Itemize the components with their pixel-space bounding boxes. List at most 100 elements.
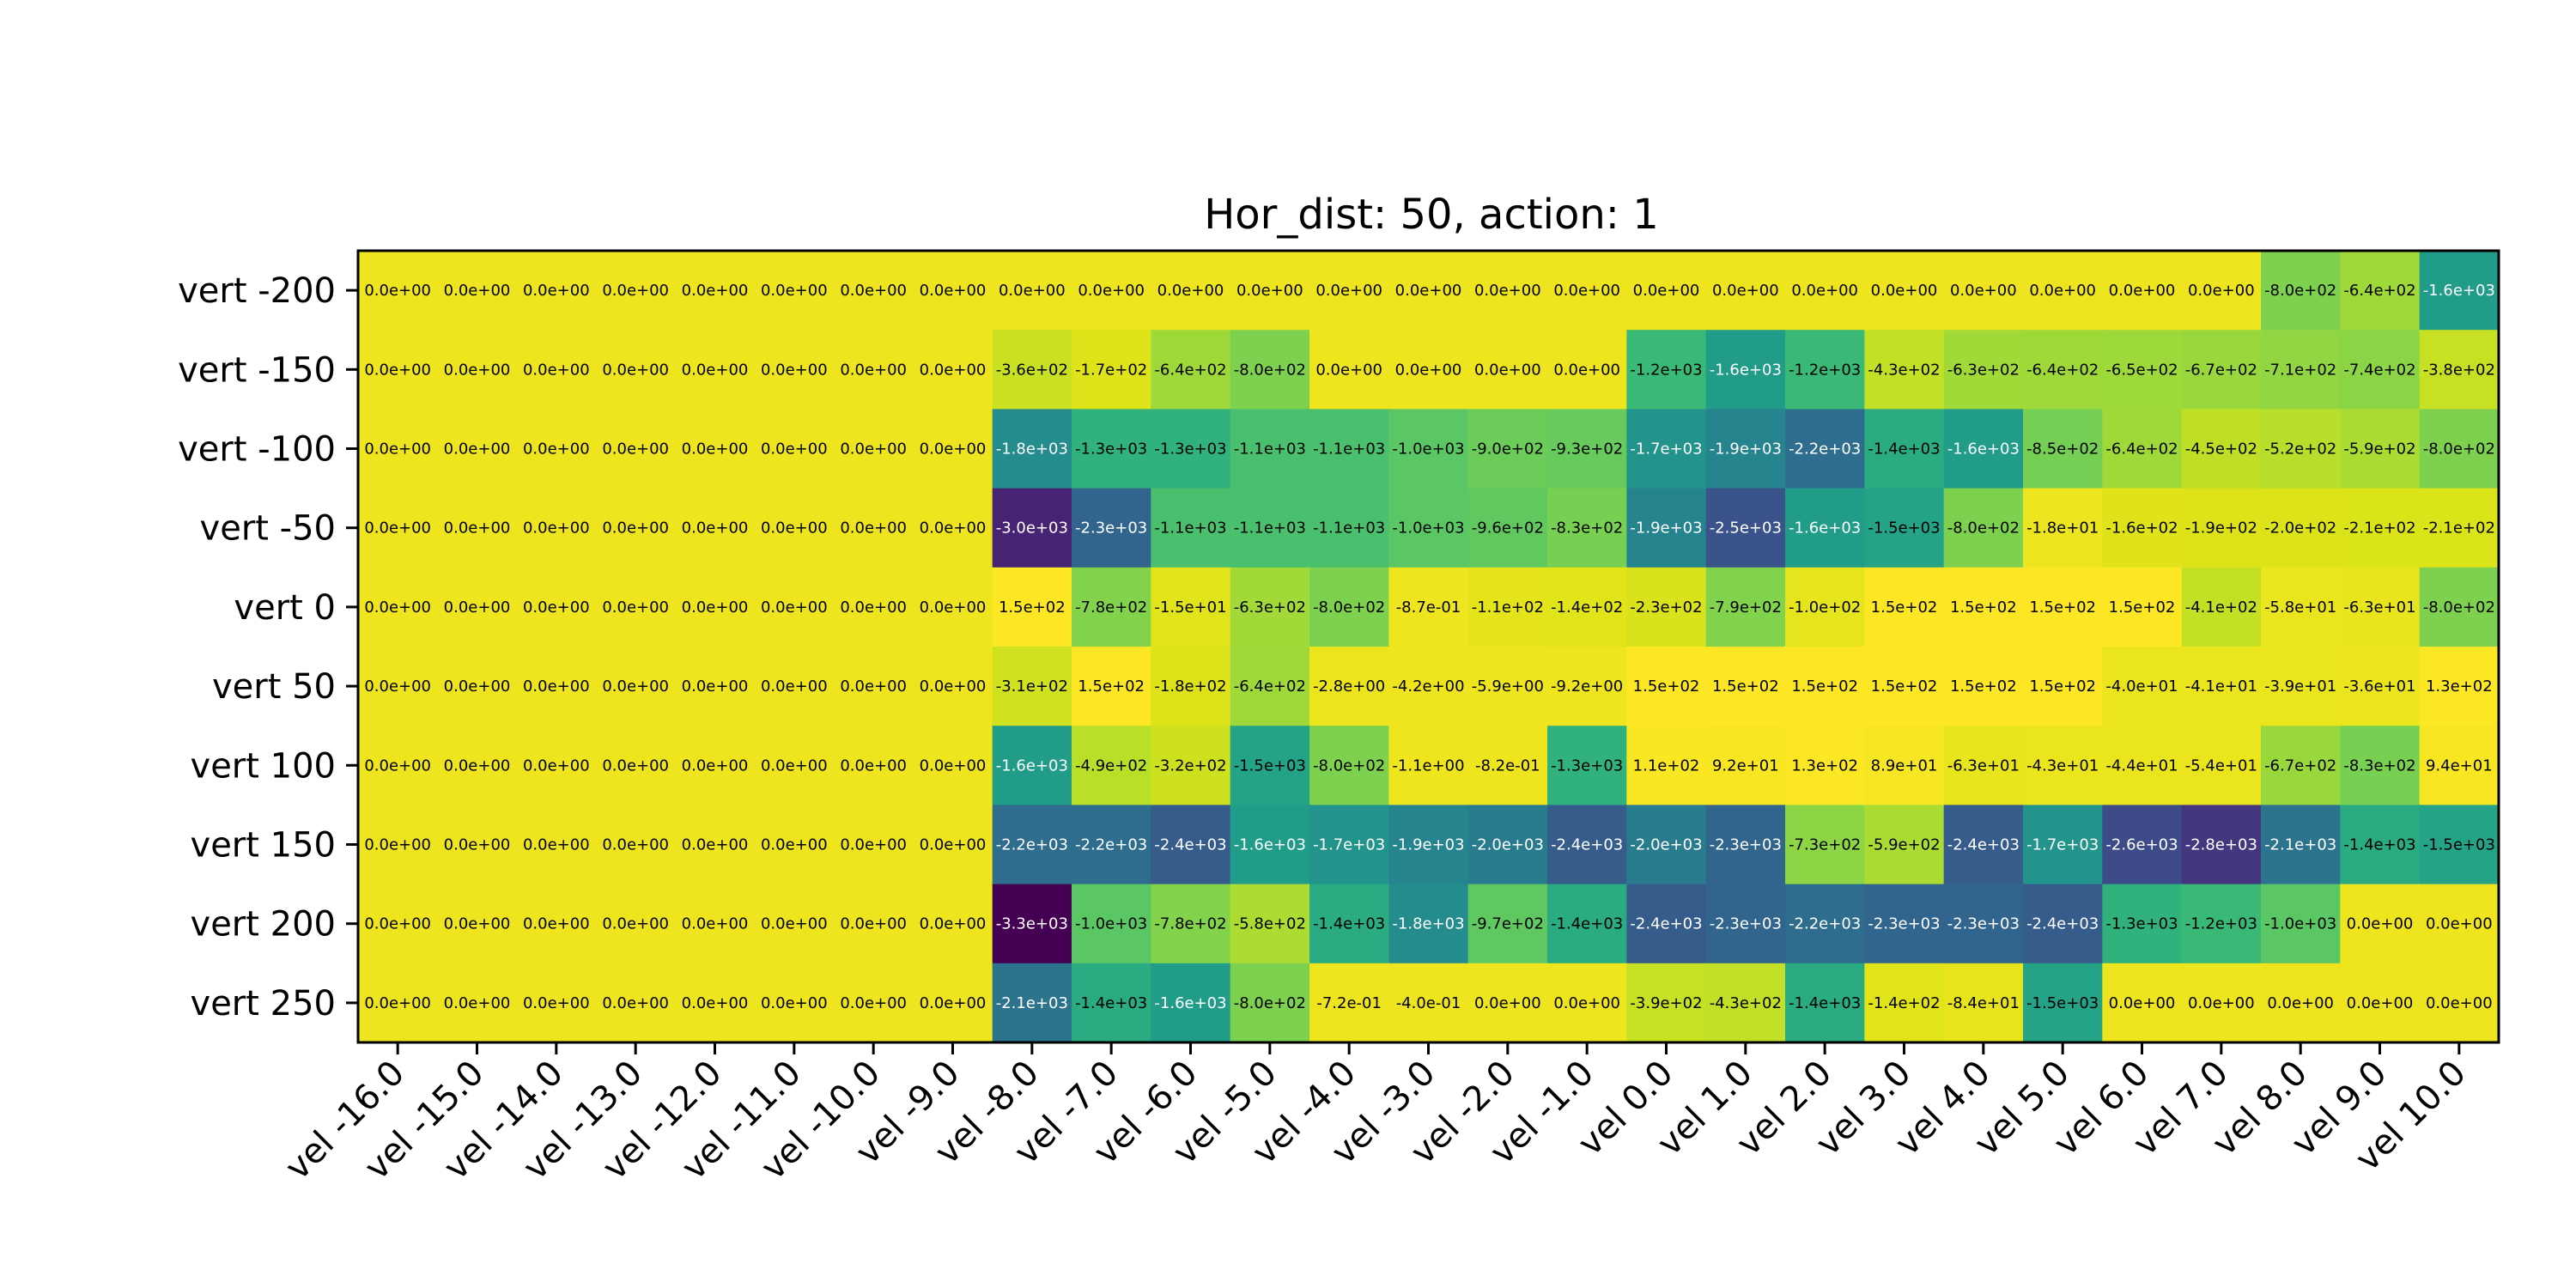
heatmap-cell — [437, 488, 518, 568]
heatmap-cell — [913, 409, 993, 489]
heatmap-cell — [437, 330, 518, 410]
heatmap-cell — [913, 567, 993, 647]
cell-value-label: 0.0e+00 — [920, 836, 987, 854]
cell-value-label: 1.5e+02 — [2029, 677, 2096, 696]
cell-value-label: -1.0e+02 — [1789, 598, 1861, 617]
heatmap-cell — [2261, 409, 2341, 489]
heatmap-cell — [2261, 567, 2341, 647]
heatmap-cell — [1705, 726, 1786, 805]
heatmap-cell — [1943, 330, 2024, 410]
heatmap-cell — [1309, 647, 1389, 726]
cell-value-label: -1.0e+03 — [1392, 440, 1464, 459]
cell-value-label: 0.0e+00 — [2347, 915, 2414, 933]
heatmap-cell — [516, 330, 597, 410]
cell-value-label: 0.0e+00 — [840, 994, 907, 1012]
heatmap-cell — [1388, 330, 1469, 410]
cell-value-label: -2.4e+03 — [1630, 915, 1702, 933]
heatmap-cell — [992, 726, 1072, 805]
heatmap-cell — [2340, 488, 2421, 568]
heatmap-cell — [1626, 726, 1707, 805]
heatmap-cell — [2102, 884, 2183, 964]
heatmap-cell — [1388, 963, 1469, 1043]
heatmap-cell — [2261, 726, 2341, 805]
heatmap-cell — [2102, 330, 2183, 410]
heatmap-cell — [1785, 251, 1865, 331]
cell-value-label: -8.0e+02 — [2423, 598, 2495, 617]
cell-value-label: -1.5e+03 — [2423, 836, 2495, 854]
cell-value-label: 0.0e+00 — [444, 915, 511, 933]
heatmap-cell — [1230, 567, 1310, 647]
cell-value-label: -1.3e+03 — [1551, 756, 1623, 775]
cell-value-label: 0.0e+00 — [364, 361, 431, 379]
heatmap-cell — [358, 488, 438, 568]
cell-value-label: -1.1e+03 — [1313, 519, 1385, 538]
heatmap-cell — [358, 963, 438, 1043]
cell-value-label: 1.5e+02 — [1871, 677, 1938, 696]
cell-value-label: 0.0e+00 — [840, 677, 907, 696]
cell-value-label: 0.0e+00 — [523, 282, 590, 300]
cell-value-label: 0.0e+00 — [364, 282, 431, 300]
heatmap-cell — [1547, 488, 1627, 568]
heatmap-cell — [1388, 567, 1469, 647]
y-tick-label: vert 0 — [234, 588, 336, 628]
heatmap-cell — [516, 726, 597, 805]
heatmap-cell — [1151, 251, 1231, 331]
heatmap-cell — [437, 726, 518, 805]
heatmap-cell — [1230, 330, 1310, 410]
cell-value-label: 0.0e+00 — [602, 282, 669, 300]
cell-value-label: -2.0e+03 — [1472, 836, 1544, 854]
heatmap-cell — [2023, 884, 2103, 964]
heatmap-cell — [2419, 963, 2500, 1043]
cell-value-label: -1.6e+03 — [1789, 519, 1861, 538]
heatmap-cell-labels: 0.0e+00 0.0e+00 0.0e+00 0.0e+00 0.0e+00 0.0e+… — [364, 282, 2495, 1012]
cell-value-label: -6.7e+02 — [2264, 756, 2336, 775]
cell-value-label: -1.5e+03 — [1234, 756, 1306, 775]
cell-value-label: 0.0e+00 — [920, 282, 987, 300]
heatmap-cell — [2102, 251, 2183, 331]
heatmap-cell — [2340, 647, 2421, 726]
cell-value-label: -6.4e+02 — [2105, 440, 2178, 459]
cell-value-label: 0.0e+00 — [840, 598, 907, 617]
heatmap-cell — [1388, 251, 1469, 331]
heatmap-cell — [913, 963, 993, 1043]
cell-value-label: -7.4e+02 — [2343, 361, 2415, 379]
heatmap-cell — [675, 726, 756, 805]
heatmap-cell — [1547, 409, 1627, 489]
cell-value-label: -2.3e+03 — [1868, 915, 1940, 933]
heatmap-cell — [2340, 726, 2421, 805]
heatmap-cell — [1388, 488, 1469, 568]
y-tick-label: vert 50 — [212, 667, 336, 707]
cell-value-label: -6.4e+02 — [2343, 282, 2415, 300]
cell-value-label: 1.5e+02 — [1791, 677, 1858, 696]
heatmap-cell — [992, 567, 1072, 647]
cell-value-label: -7.8e+02 — [1154, 915, 1226, 933]
heatmap-cell — [2181, 567, 2262, 647]
heatmap-cell — [754, 884, 835, 964]
heatmap-cell — [1309, 726, 1389, 805]
heatmap-cell — [675, 251, 756, 331]
heatmap-cell — [834, 488, 914, 568]
heatmap-cell — [1467, 567, 1548, 647]
cell-value-label: 1.5e+02 — [1871, 598, 1938, 617]
heatmap-cell — [1467, 409, 1548, 489]
cell-value-label: -2.2e+03 — [996, 836, 1068, 854]
cell-value-label: -1.4e+03 — [1313, 915, 1385, 933]
cell-value-label: -1.2e+03 — [1789, 361, 1861, 379]
heatmap-cell — [437, 805, 518, 885]
cell-value-label: -2.2e+03 — [1789, 440, 1861, 459]
heatmap-cell — [596, 251, 676, 331]
cell-value-label: 0.0e+00 — [523, 361, 590, 379]
cell-value-label: 0.0e+00 — [920, 677, 987, 696]
cell-value-label: -1.3e+03 — [1075, 440, 1147, 459]
heatmap-cell — [1943, 963, 2024, 1043]
cell-value-label: 0.0e+00 — [602, 361, 669, 379]
heatmap-cell — [2023, 409, 2103, 489]
cell-value-label: 0.0e+00 — [682, 519, 749, 538]
cell-value-label: 0.0e+00 — [602, 519, 669, 538]
cell-value-label: -8.0e+02 — [1947, 519, 2020, 538]
cell-value-label: -9.7e+02 — [1472, 915, 1544, 933]
heatmap-cell — [1467, 726, 1548, 805]
cell-value-label: 0.0e+00 — [840, 519, 907, 538]
cell-value-label: 0.0e+00 — [364, 756, 431, 775]
cell-value-label: -2.3e+03 — [1075, 519, 1147, 538]
